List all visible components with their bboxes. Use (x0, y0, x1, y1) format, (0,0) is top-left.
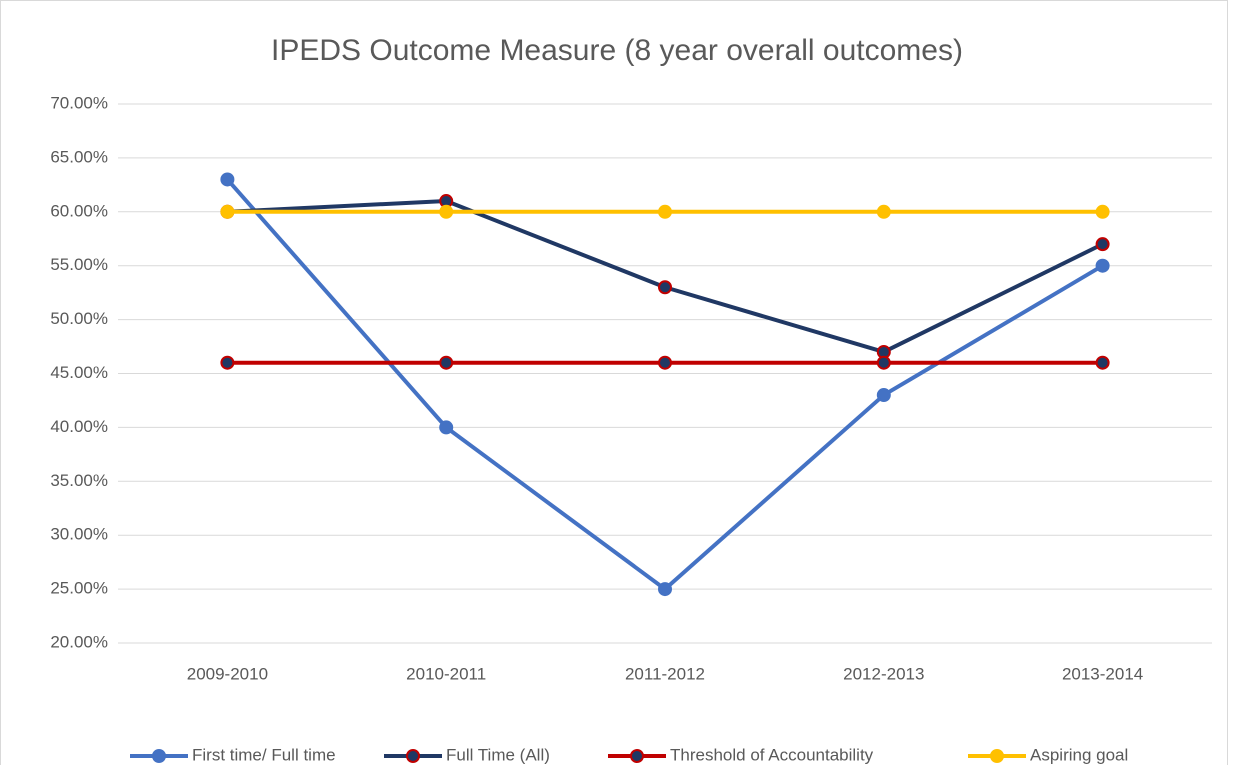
y-tick-label: 45.00% (50, 363, 108, 382)
marker (876, 204, 891, 219)
marker (220, 355, 235, 370)
y-tick-label: 40.00% (50, 417, 108, 436)
marker (439, 204, 454, 219)
y-tick-label: 35.00% (50, 471, 108, 490)
marker (876, 355, 891, 370)
marker (1095, 258, 1110, 273)
marker (658, 355, 672, 370)
marker (1095, 355, 1110, 370)
x-tick-label: 2012-2013 (843, 664, 924, 683)
legend-label: Threshold of Accountability (670, 745, 874, 764)
legend-label: Aspiring goal (1030, 745, 1128, 764)
marker (220, 204, 235, 219)
marker (658, 582, 672, 597)
marker (1095, 204, 1110, 219)
y-tick-label: 60.00% (50, 201, 108, 220)
y-tick-label: 70.00% (50, 93, 108, 112)
y-tick-label: 55.00% (50, 255, 108, 274)
legend-marker (630, 749, 644, 763)
marker (876, 388, 891, 403)
marker (439, 420, 454, 435)
marker (220, 172, 235, 187)
y-tick-label: 30.00% (50, 525, 108, 544)
marker (1095, 237, 1110, 252)
y-tick-label: 25.00% (50, 579, 108, 598)
marker (439, 355, 454, 370)
y-tick-label: 65.00% (50, 147, 108, 166)
x-tick-label: 2013-2014 (1062, 664, 1143, 683)
legend-marker (990, 749, 1004, 763)
legend-marker (152, 749, 166, 763)
chart-title: IPEDS Outcome Measure (8 year overall ou… (271, 34, 963, 67)
y-tick-label: 50.00% (50, 309, 108, 328)
x-tick-label: 2009-2010 (187, 664, 268, 683)
x-tick-label: 2010-2011 (406, 664, 486, 683)
legend-marker (406, 749, 420, 763)
marker (658, 204, 672, 219)
x-tick-label: 2011-2012 (625, 664, 705, 683)
legend-label: Full Time (All) (446, 745, 550, 764)
marker (658, 280, 672, 295)
y-tick-label: 20.00% (50, 632, 108, 651)
legend-label: First time/ Full time (192, 745, 336, 764)
